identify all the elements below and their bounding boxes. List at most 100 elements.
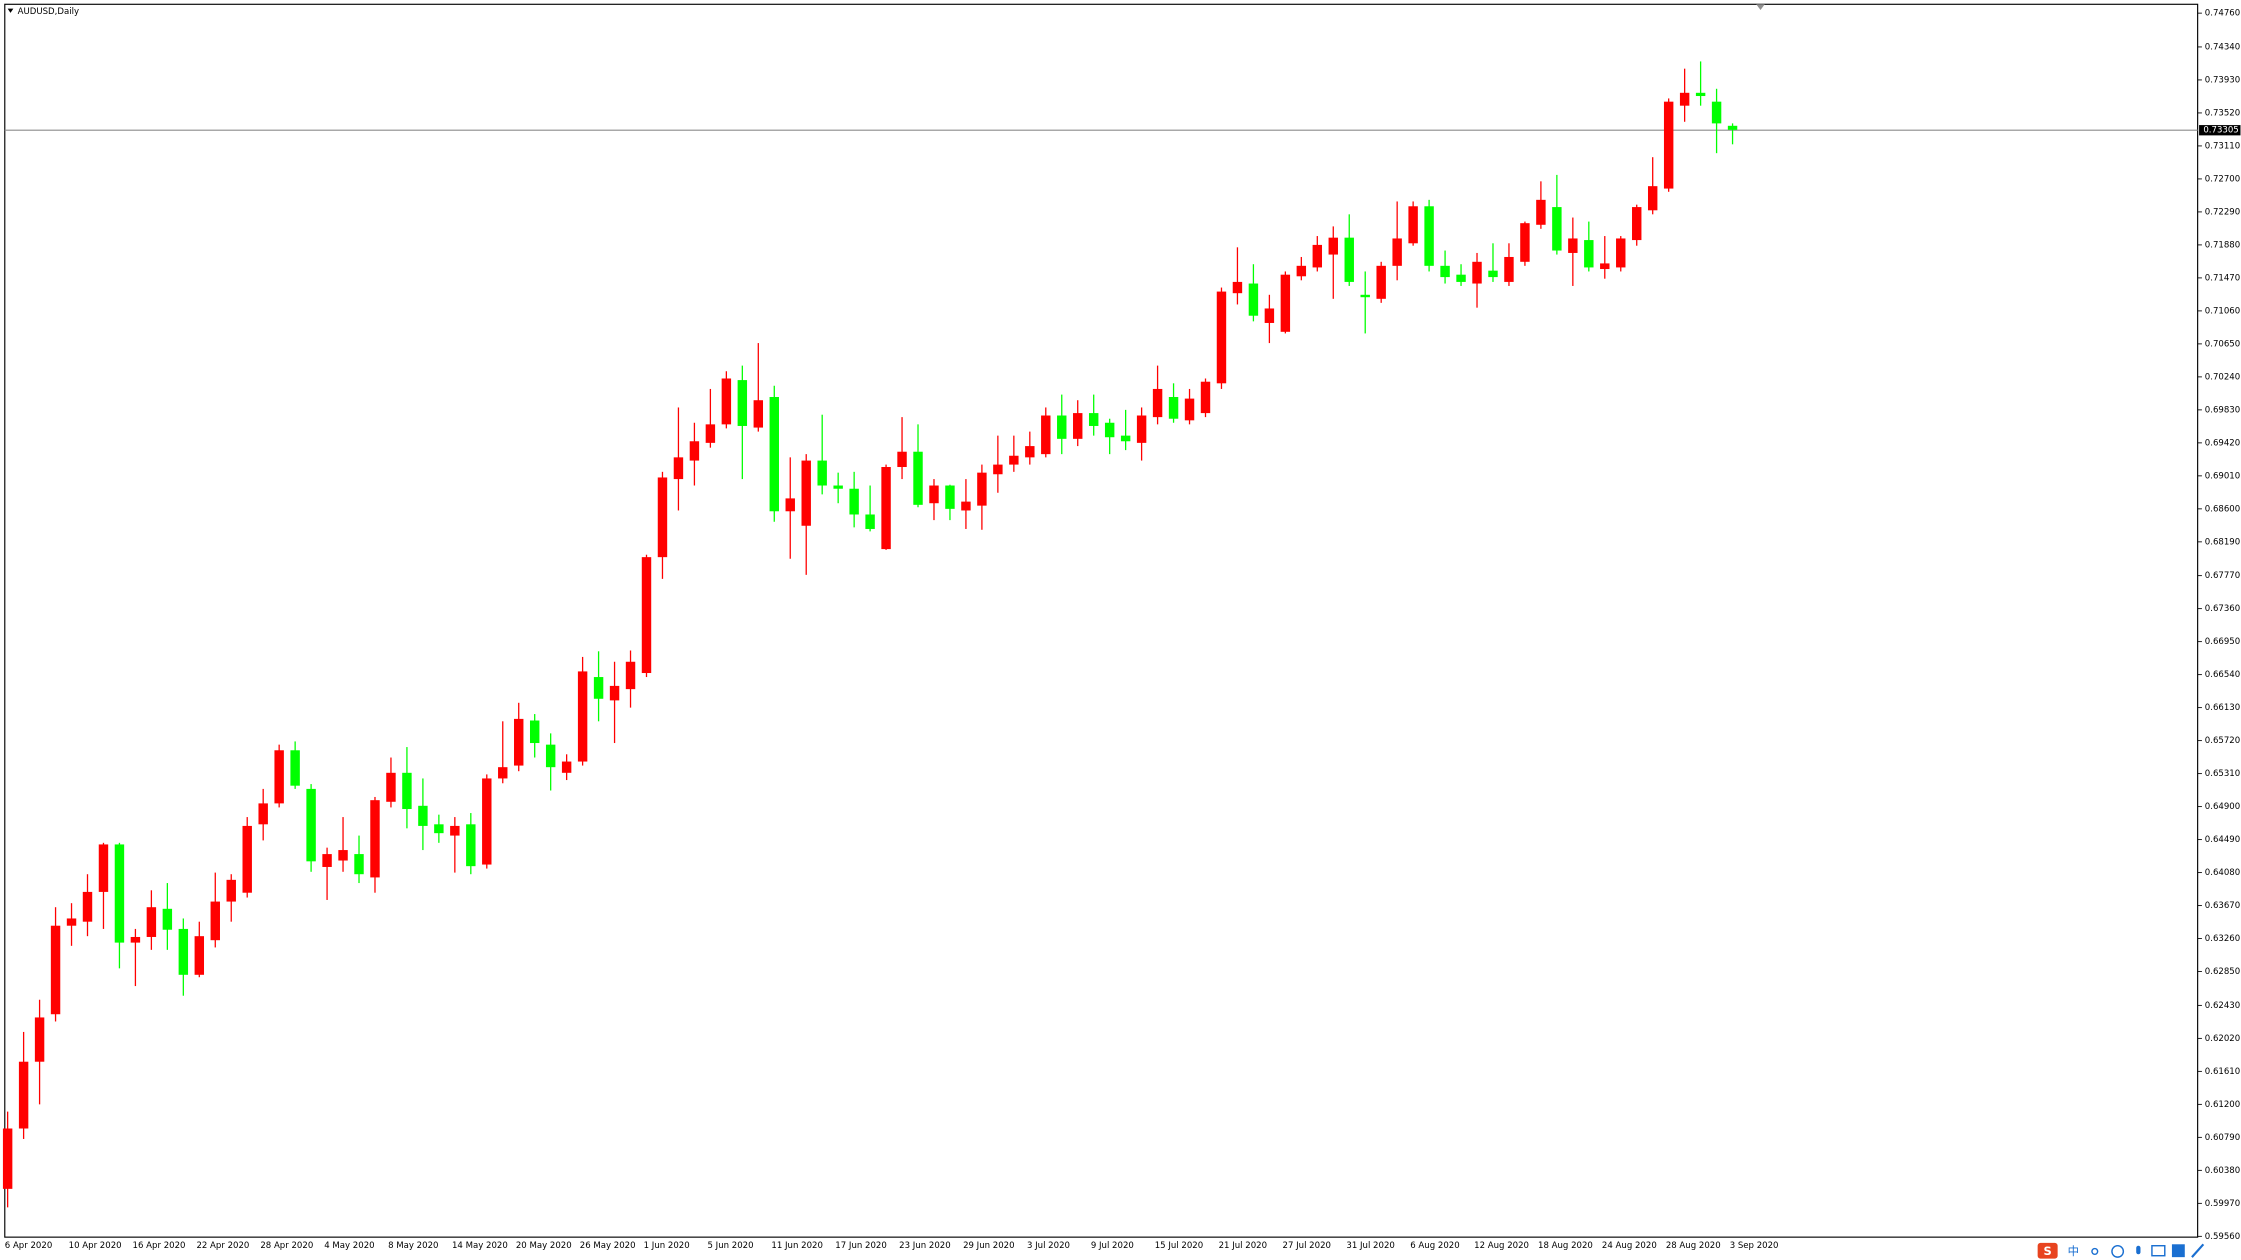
x-tick-label: 16 Apr 2020 [133,1241,186,1251]
y-tick-label: 0.64080 [2205,868,2240,878]
candle-body [1408,206,1418,244]
candle-body [865,514,875,529]
x-tick-label: 8 May 2020 [388,1241,438,1251]
candle-body [82,891,93,922]
candle-body [577,671,588,762]
candle-body [897,451,907,468]
title-marker [7,8,14,13]
y-tick-label: 0.72700 [2205,174,2240,184]
y-tick-label: 0.63260 [2205,934,2240,944]
price-label: 0.73305 [2203,126,2238,136]
candle-body [881,467,891,550]
candle-body [737,380,748,426]
ime-toolbar[interactable]: S 中 [2034,1241,2241,1260]
candle-body [1248,283,1259,316]
x-tick-label: 22 Apr 2020 [196,1241,249,1251]
candle-body [1025,446,1035,458]
candle-body [1168,396,1179,419]
candle-body [258,803,268,825]
y-tick-label: 0.72290 [2205,207,2240,217]
candle-body [609,685,620,701]
candle-body [1376,265,1386,299]
candle-body [146,907,157,937]
candle-body [66,918,77,926]
candle-body [849,488,859,515]
candle-body [1136,415,1147,443]
x-tick-label: 10 Apr 2020 [69,1241,122,1251]
x-tick-label: 27 Jul 2020 [1283,1241,1331,1251]
y-tick-label: 0.67360 [2205,604,2240,614]
ime-voice[interactable] [2136,1245,2141,1255]
candle-body [370,800,380,878]
candle-body [1120,435,1131,442]
candle-body [1264,308,1275,323]
y-tick-label: 0.69830 [2205,405,2240,415]
x-tick-label: 6 Apr 2020 [5,1241,53,1251]
candle-body [514,718,524,766]
candle-body [418,805,428,826]
candle-body [226,879,236,902]
y-tick-label: 0.71470 [2205,273,2240,283]
ime-emoji[interactable] [2111,1245,2125,1258]
candle-body [274,750,284,804]
candle-body [673,457,684,480]
candle-body [1632,207,1642,241]
candle-body [641,557,652,674]
y-tick-label: 0.60380 [2205,1166,2240,1176]
candle-body [1009,455,1019,465]
y-tick-label: 0.69420 [2205,438,2240,448]
x-tick-label: 23 Jun 2020 [899,1241,951,1251]
ime-mode[interactable]: 中 [2068,1244,2079,1258]
y-tick-label: 0.61200 [2205,1100,2240,1110]
ime-keyboard[interactable] [2151,1245,2166,1257]
candle-body [1312,244,1323,268]
candle-body [466,824,476,867]
candle-body [1504,256,1514,282]
y-tick-label: 0.66130 [2205,703,2240,713]
ime-tools[interactable] [2191,1243,2205,1258]
x-tick-label: 3 Sep 2020 [1730,1241,1779,1251]
y-tick-label: 0.68600 [2205,504,2240,514]
candle-body [482,778,492,865]
y-tick-label: 0.64490 [2205,835,2240,845]
candle-body [450,825,460,836]
candle-body [322,854,332,867]
y-tick-label: 0.66540 [2205,670,2240,680]
y-tick-label: 0.61610 [2205,1067,2240,1077]
plot-frame [4,3,2199,1238]
candle-body [1695,92,1706,97]
candle-body [210,901,220,941]
x-tick-label: 31 Jul 2020 [1346,1241,1394,1251]
candle-body [961,501,971,511]
x-tick-label: 28 Apr 2020 [260,1241,313,1251]
candle-body [1344,237,1354,282]
ime-skin[interactable] [2171,1244,2185,1258]
candle-body [354,854,364,875]
candle-body [785,498,795,512]
candle-body [625,661,636,690]
ime-logo[interactable] [2037,1242,2058,1259]
x-tick-label: 20 May 2020 [516,1241,572,1251]
candle-body [2,1128,13,1189]
y-tick-label: 0.59970 [2205,1199,2240,1209]
y-tick-label: 0.73520 [2205,108,2240,118]
candle-body [1679,92,1690,106]
candle-body [1392,238,1402,266]
x-tick-label: 14 May 2020 [452,1241,508,1251]
candle-body [1184,398,1195,421]
candle-body [705,424,716,443]
x-tick-label: 4 May 2020 [324,1241,374,1251]
ime-punct[interactable] [2091,1247,2099,1256]
candle-body [721,378,732,425]
candle-body [593,677,604,699]
candle-body [130,936,141,943]
candle-body [1663,101,1674,189]
candle-body [1200,381,1211,414]
y-tick-label: 0.74340 [2205,42,2240,52]
candle-body [801,460,811,526]
x-tick-label: 17 Jun 2020 [835,1241,887,1251]
candle-body [1568,238,1578,253]
candle-body [1280,274,1291,332]
